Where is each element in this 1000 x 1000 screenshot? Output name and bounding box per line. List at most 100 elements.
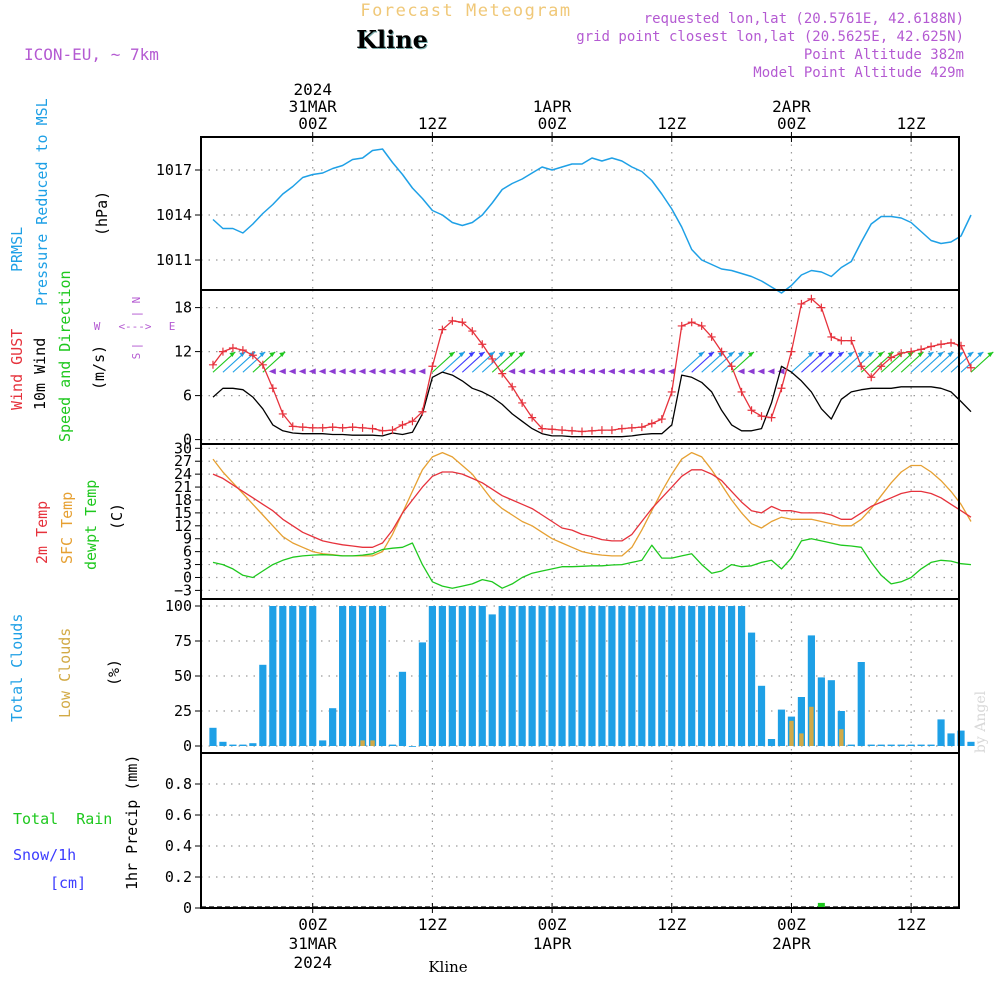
wind-gust-point bbox=[637, 423, 646, 432]
total-cloud-bar bbox=[358, 606, 367, 746]
total-cloud-bar bbox=[239, 744, 247, 746]
y-tick-label: 50 bbox=[174, 667, 192, 685]
wind-gust-point bbox=[328, 423, 337, 432]
total-cloud-bar bbox=[698, 606, 706, 746]
total-cloud-bar bbox=[847, 744, 855, 746]
total-cloud-bar bbox=[608, 606, 616, 746]
y-tick-label: 0.8 bbox=[165, 775, 192, 793]
total-cloud-bar bbox=[648, 606, 656, 746]
wind-direction-arrowhead bbox=[269, 351, 276, 357]
wind-gust-point bbox=[827, 332, 836, 341]
wind-gust-point bbox=[867, 373, 876, 382]
time-axis-bottom-label: 12Z bbox=[897, 915, 926, 934]
axis-tick-labels: 101110141017061218−303691215182124273002… bbox=[156, 161, 201, 917]
wind-direction-arrow bbox=[338, 368, 346, 375]
total-cloud-bar bbox=[349, 606, 357, 746]
total-cloud-bar bbox=[598, 606, 606, 746]
temp-unit: (C) bbox=[108, 503, 126, 530]
wind-direction-arrow bbox=[607, 368, 615, 375]
wind-direction-arrow bbox=[378, 368, 386, 375]
wind-direction-arrow bbox=[528, 368, 536, 375]
wind-direction-arrowhead bbox=[468, 351, 475, 357]
wind-gust-point bbox=[737, 387, 746, 396]
wind-direction-arrowhead bbox=[867, 351, 874, 357]
rain-bar bbox=[817, 902, 825, 907]
low-cloud-bar bbox=[360, 740, 365, 746]
total-cloud-bar bbox=[558, 606, 566, 746]
wind-direction-arrowhead bbox=[877, 351, 884, 357]
wind-gust-point bbox=[817, 303, 826, 312]
wind-direction-arrowhead bbox=[518, 351, 525, 357]
total-cloud-bar bbox=[438, 606, 446, 746]
wind-gust-point bbox=[288, 422, 297, 431]
time-axis-top-label: 12Z bbox=[418, 114, 447, 133]
time-axis-bottom-label: 12Z bbox=[657, 915, 686, 934]
total-cloud-bar bbox=[249, 743, 257, 746]
wind-gust-point bbox=[927, 342, 936, 351]
wind-direction-arrow bbox=[368, 368, 376, 375]
precip-label-rain: Total Rain bbox=[13, 810, 112, 828]
wind-gust-point bbox=[757, 412, 766, 421]
y-tick-label: 1011 bbox=[156, 251, 192, 269]
wind-gust-point bbox=[627, 423, 636, 432]
wind-unit: (m/s) bbox=[90, 345, 108, 390]
y-tick-label: 0 bbox=[183, 737, 192, 755]
total-cloud-bar bbox=[309, 606, 317, 746]
time-axis-top-label: 12Z bbox=[657, 114, 686, 133]
clouds-label-total: Total Clouds bbox=[8, 614, 26, 722]
time-axis-bottom-label: 1APR bbox=[533, 934, 572, 953]
wind-label-10m: 10m Wind bbox=[31, 338, 49, 410]
wind-direction-arrowhead bbox=[747, 351, 754, 357]
wind-gust-point bbox=[488, 354, 497, 363]
wind-direction-arrow bbox=[667, 368, 675, 375]
wind-direction-arrow bbox=[538, 368, 546, 375]
total-cloud-bar bbox=[777, 709, 786, 746]
data-marks bbox=[201, 148, 994, 908]
time-axis-top-label: 12Z bbox=[897, 114, 926, 133]
wind-gust-point bbox=[807, 294, 816, 303]
wind-direction-arrow bbox=[647, 368, 655, 375]
wind-direction-arrowhead bbox=[448, 351, 455, 357]
wind-gust-point bbox=[548, 425, 557, 434]
time-axis-top-label: 31MAR bbox=[289, 97, 338, 116]
wind-gust-point bbox=[458, 318, 467, 327]
total-cloud-bar bbox=[907, 744, 915, 746]
wind-gust-point bbox=[448, 316, 457, 325]
total-cloud-bar bbox=[927, 744, 935, 746]
y-tick-label: 27 bbox=[174, 452, 192, 470]
total-cloud-bar bbox=[378, 606, 387, 746]
y-tick-label: 21 bbox=[174, 478, 192, 496]
wind-direction-arrowhead bbox=[947, 351, 954, 357]
time-axis-top-label: 2024 bbox=[293, 80, 332, 99]
wind-direction-arrowhead bbox=[967, 351, 974, 357]
total-cloud-bar bbox=[289, 606, 297, 746]
requested-coords: requested lon,lat (20.5761E, 42.6188N) bbox=[644, 11, 964, 27]
time-axis-top-label: 00Z bbox=[298, 114, 327, 133]
wind-gust-point bbox=[238, 346, 247, 355]
wind-direction-arrowhead bbox=[977, 351, 984, 357]
total-cloud-bar bbox=[229, 744, 237, 746]
total-cloud-bar bbox=[827, 680, 835, 746]
compass-v-bottom: | bbox=[130, 343, 143, 350]
wind-gust-point bbox=[478, 340, 487, 349]
total-cloud-bar bbox=[857, 662, 865, 746]
wind-direction-arrow bbox=[637, 368, 645, 375]
y-tick-label: 0.6 bbox=[165, 806, 192, 824]
y-tick-label: 12 bbox=[174, 343, 192, 361]
wind-gust-point bbox=[717, 347, 726, 356]
wind-direction-arrow bbox=[777, 368, 785, 375]
wind-gust-point bbox=[498, 369, 507, 378]
wind-direction-arrow bbox=[348, 368, 356, 375]
wind-direction-arrow bbox=[548, 368, 556, 375]
wind-direction-arrow bbox=[568, 368, 576, 375]
wind-label-direction: Speed and Direction bbox=[56, 270, 74, 442]
wind-direction-arrow bbox=[358, 368, 366, 375]
wind-direction-arrowhead bbox=[917, 351, 924, 357]
total-cloud-bar bbox=[718, 606, 726, 746]
wind-direction-arrow bbox=[308, 368, 316, 375]
wind-gust-point bbox=[528, 413, 537, 422]
total-cloud-bar bbox=[518, 606, 526, 746]
wind-gust-point bbox=[907, 347, 916, 356]
y-tick-label: 6 bbox=[183, 387, 192, 405]
